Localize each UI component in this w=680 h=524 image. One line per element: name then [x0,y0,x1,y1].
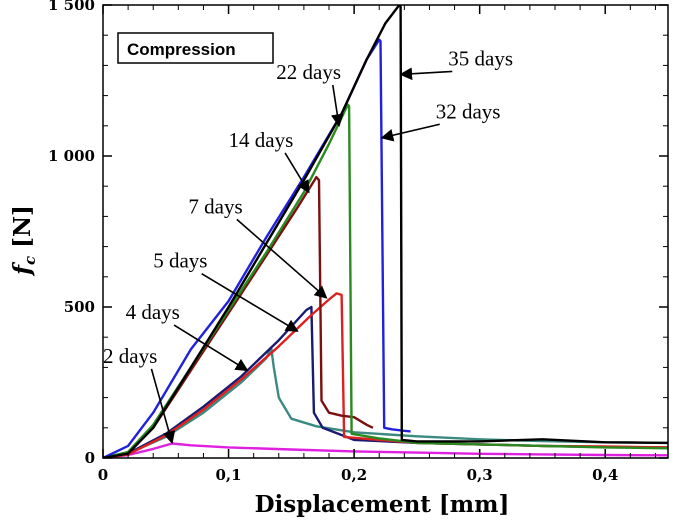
annotation-label-22-days: 22 days [276,60,341,84]
y-tick-label: 0 [85,449,95,467]
y-tick-label: 1 500 [48,0,95,14]
annotation-label-32-days: 32 days [436,99,501,123]
svg-text:fc [N]: fc [N] [9,205,39,277]
annotation-arrow-14-days [284,152,310,194]
legend-box-label: Compression [127,40,236,59]
series-line-32-days [103,38,411,458]
annotation-label-5-days: 5 days [153,249,207,273]
x-tick-label: 0,1 [216,466,242,484]
annotation-label-7-days: 7 days [188,194,242,218]
y-axis-title-unit: [N] [9,205,36,256]
legend-box: Compression [117,32,274,64]
annotation-label-4-days: 4 days [126,300,180,324]
x-tick-label: 0,2 [341,466,367,484]
annotation-layer: 2 days 4 days 5 days 7 days 14 days 22 days 32… [103,46,513,445]
x-tick-label: 0,4 [592,466,618,484]
x-axis-title: Displacement [mm] [255,491,510,518]
annotation-arrow-4-days [173,324,249,372]
y-tick-label: 500 [64,298,95,316]
annotation-arrow-22-days [330,84,344,128]
annotation-arrow-2-days [150,368,176,445]
annotation-arrow-7-days [236,218,328,299]
y-tick-label: 1 000 [48,147,95,165]
plot-frame [102,4,669,459]
ticks-layer: 0 0,1 0,2 0,3 0,4 0 500 1 000 1 500 [48,0,668,484]
y-axis-title-subscript: c [21,256,39,265]
annotation-label-35-days: 35 days [448,46,513,70]
annotation-arrow-35-days [399,67,453,81]
annotation-label-2-days: 2 days [103,344,157,368]
series-line-2-days [103,442,668,458]
x-tick-label: 0,3 [467,466,493,484]
annotation-label-14-days: 14 days [229,128,294,152]
annotation-arrow-32-days [380,123,440,142]
annotation-arrow-5-days [201,273,299,332]
y-axis-title: fc [N] [9,205,39,277]
series-layer [103,5,668,458]
x-tick-label: 0 [98,466,108,484]
series-line-35-days [103,5,668,458]
series-line-22-days [103,103,668,458]
